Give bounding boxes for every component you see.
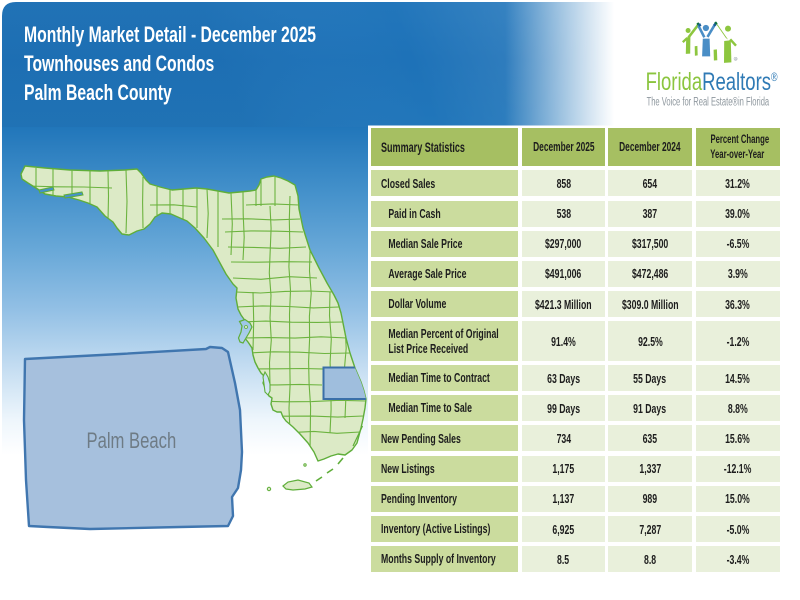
svg-text:Palm Beach: Palm Beach: [87, 429, 177, 454]
svg-text:FloridaRealtors®: FloridaRealtors®: [646, 67, 778, 95]
svg-text:The Voice for Real Estate®in F: The Voice for Real Estate®in Florida: [647, 96, 770, 109]
svg-text:R: R: [735, 57, 737, 61]
